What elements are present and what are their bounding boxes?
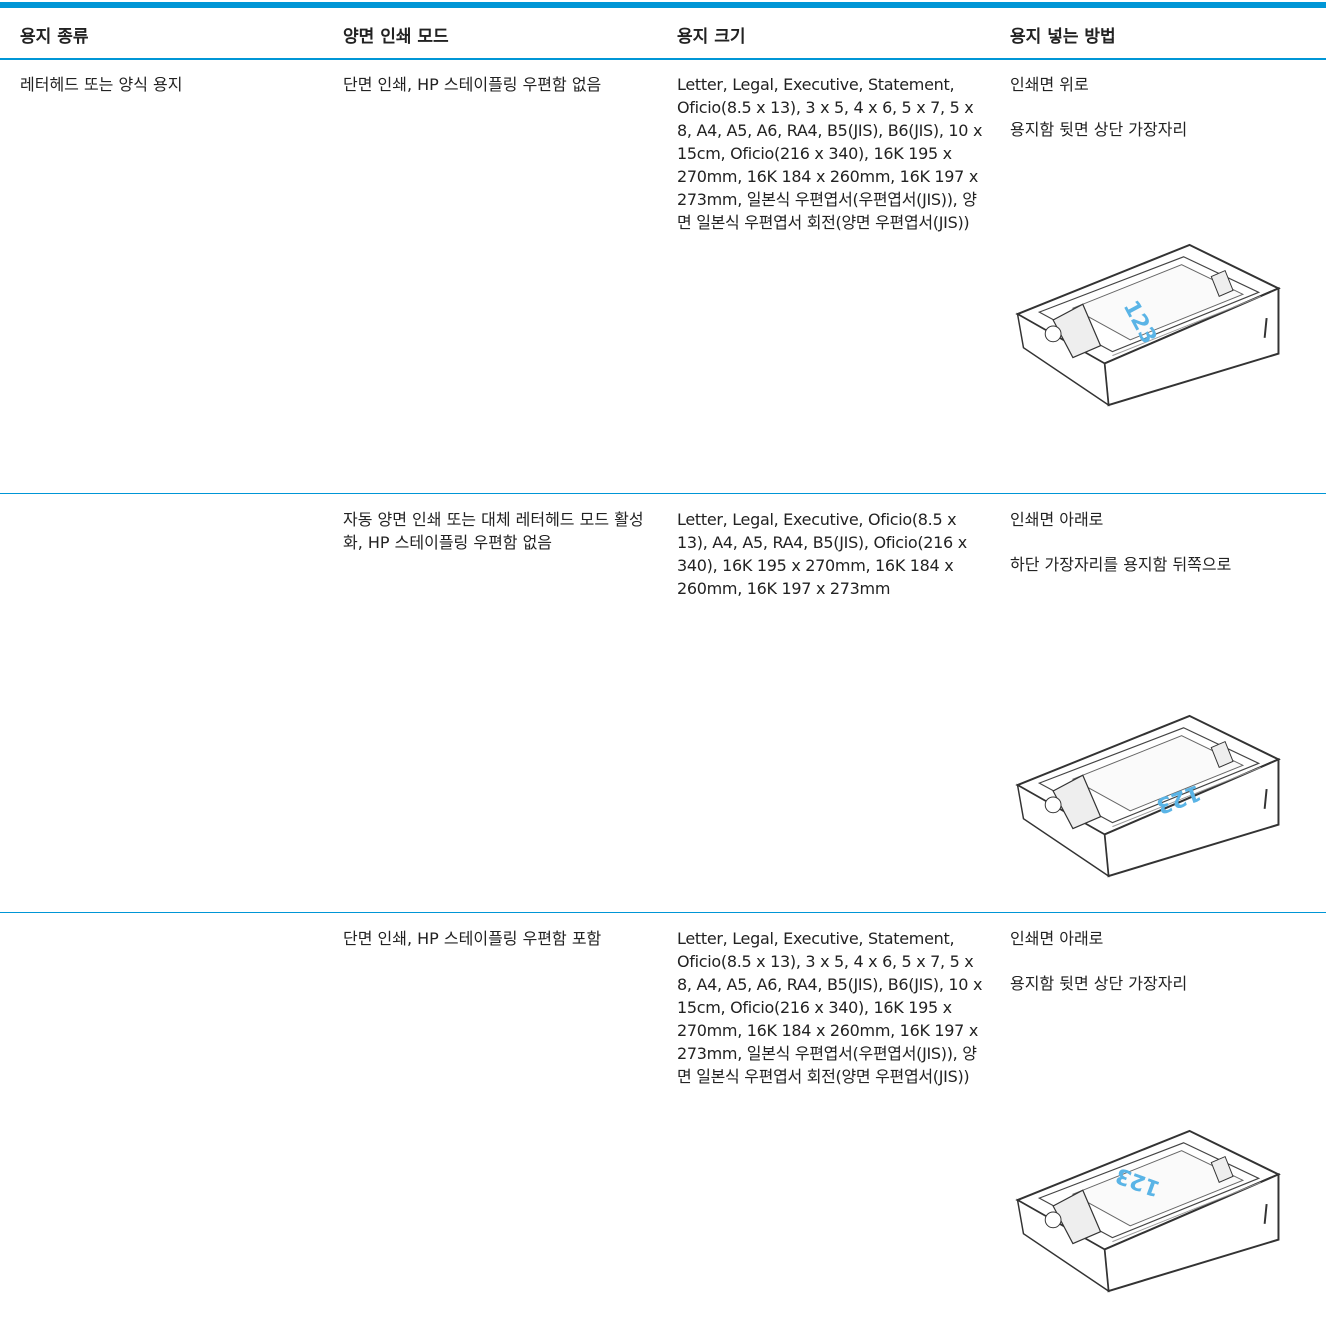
table-header: 용지 종류 양면 인쇄 모드 용지 크기 용지 넣는 방법 — [0, 8, 1326, 60]
header-cell: 용지 종류 — [20, 27, 89, 47]
tray-illustration: 123 — [1016, 243, 1280, 407]
header-cell: 양면 인쇄 모드 — [343, 27, 449, 47]
orientation-line: 용지함 뒷면 상단 가장자리 — [1010, 974, 1188, 993]
table-row: 자동 양면 인쇄 또는 대체 레터헤드 모드 활성화, HP 스테이플링 우편함… — [0, 494, 1326, 913]
paper-sizes: Letter, Legal, Executive, Statement, Ofi… — [677, 929, 983, 1086]
table-row: 레터헤드 또는 양식 용지 단면 인쇄, HP 스테이플링 우편함 없음 Let… — [0, 59, 1326, 494]
header-cell: 용지 넣는 방법 — [1010, 27, 1116, 47]
orientation-line: 용지함 뒷면 상단 가장자리 — [1010, 120, 1188, 139]
tray-illustration: 123 — [1016, 714, 1280, 878]
paper-type: 레터헤드 또는 양식 용지 — [20, 75, 183, 94]
top-rule — [0, 2, 1326, 8]
orientation-line: 인쇄면 아래로 — [1010, 929, 1104, 948]
paper-sizes: Letter, Legal, Executive, Oficio(8.5 x 1… — [677, 510, 967, 598]
header-cell: 용지 크기 — [677, 27, 746, 47]
orientation-line: 하단 가장자리를 용지함 뒤쪽으로 — [1010, 555, 1232, 574]
orientation: 인쇄면 아래로 용지함 뒷면 상단 가장자리 — [1010, 927, 1310, 1017]
orientation: 인쇄면 위로 용지함 뒷면 상단 가장자리 — [1010, 73, 1310, 163]
orientation-line: 인쇄면 위로 — [1010, 75, 1089, 94]
duplex-mode: 단면 인쇄, HP 스테이플링 우편함 포함 — [343, 929, 602, 948]
orientation: 인쇄면 아래로 하단 가장자리를 용지함 뒤쪽으로 — [1010, 508, 1310, 598]
tray-illustration: 123 — [1016, 1129, 1280, 1293]
duplex-mode: 단면 인쇄, HP 스테이플링 우편함 없음 — [343, 75, 602, 94]
duplex-mode: 자동 양면 인쇄 또는 대체 레터헤드 모드 활성화, HP 스테이플링 우편함… — [343, 510, 644, 552]
paper-sizes: Letter, Legal, Executive, Statement, Ofi… — [677, 75, 983, 232]
table-row: 단면 인쇄, HP 스테이플링 우편함 포함 Letter, Legal, Ex… — [0, 913, 1326, 1336]
orientation-line: 인쇄면 아래로 — [1010, 510, 1104, 529]
